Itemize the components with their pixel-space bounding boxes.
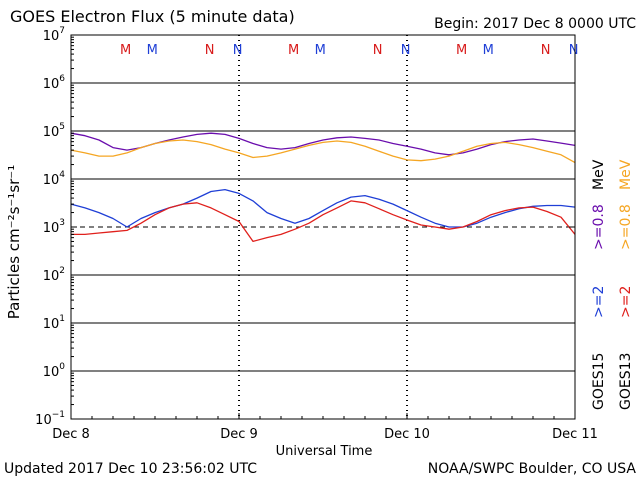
grid-layer xyxy=(71,35,575,419)
noon-marker: N xyxy=(541,43,551,58)
x-tick-label: Dec 11 xyxy=(552,427,598,442)
series-layer xyxy=(70,132,576,243)
y-tick-layer: 107 106 105 104 103 102 101 100 10−1 xyxy=(35,26,575,428)
legend-goes15-label: GOES15 xyxy=(591,353,607,410)
x-tick-label: Dec 8 xyxy=(52,427,90,442)
legend-goes15-low: >=0.8 xyxy=(591,204,607,250)
series-line-1 xyxy=(70,139,576,164)
noon-marker: M xyxy=(288,43,299,58)
updated-timestamp: Updated 2017 Dec 10 23:56:02 UTC xyxy=(4,461,257,477)
y-axis-label: Particles cm⁻²s⁻¹sr⁻¹ xyxy=(5,165,23,319)
y-tick-label: 107 xyxy=(43,26,65,44)
noon-marker: M xyxy=(456,43,467,58)
y-tick-label: 104 xyxy=(43,170,66,188)
x-axis-label: Universal Time xyxy=(276,444,373,459)
begin-timestamp: Begin: 2017 Dec 8 0000 UTC xyxy=(434,16,636,32)
noon-marker: M xyxy=(120,43,131,58)
legend-goes15-high: >=2 xyxy=(591,286,607,318)
legend-goes13-low: >=0.8 xyxy=(618,204,634,250)
legend: GOES15 GOES13 >=2 >=2 >=0.8 >=0.8 MeV Me… xyxy=(591,159,634,410)
series-line-3 xyxy=(71,200,576,243)
legend-goes13-label: GOES13 xyxy=(618,353,634,410)
x-tick-label: Dec 10 xyxy=(384,427,430,442)
noon-marker: M xyxy=(315,43,326,58)
series-line-0 xyxy=(70,132,576,156)
legend-unit-label: MeV xyxy=(591,159,607,190)
chart-title: GOES Electron Flux (5 minute data) xyxy=(10,7,295,26)
y-tick-label: 105 xyxy=(43,122,65,140)
y-tick-label: 103 xyxy=(43,218,65,236)
noon-marker: N xyxy=(233,43,243,58)
y-tick-label: 106 xyxy=(43,74,66,92)
legend-unit-label-2: MeV xyxy=(618,159,634,190)
noon-marker: N xyxy=(205,43,215,58)
noon-marker: N xyxy=(569,43,579,58)
y-tick-label: 101 xyxy=(43,314,65,332)
y-tick-label: 100 xyxy=(43,362,66,380)
noon-marker: M xyxy=(147,43,158,58)
credit-label: NOAA/SWPC Boulder, CO USA xyxy=(428,461,637,477)
noon-marker: M xyxy=(483,43,494,58)
y-tick-label: 102 xyxy=(43,266,65,284)
x-tick-label: Dec 9 xyxy=(220,427,258,442)
legend-goes13-high: >=2 xyxy=(618,286,634,318)
plot-frame xyxy=(70,34,576,420)
noon-marker: N xyxy=(373,43,383,58)
series-line-2 xyxy=(70,188,576,228)
y-tick-label: 10−1 xyxy=(35,410,65,428)
noon-marker: N xyxy=(401,43,411,58)
x-tick-layer: Dec 8 Dec 9 Dec 10 Dec 11 xyxy=(52,413,598,442)
